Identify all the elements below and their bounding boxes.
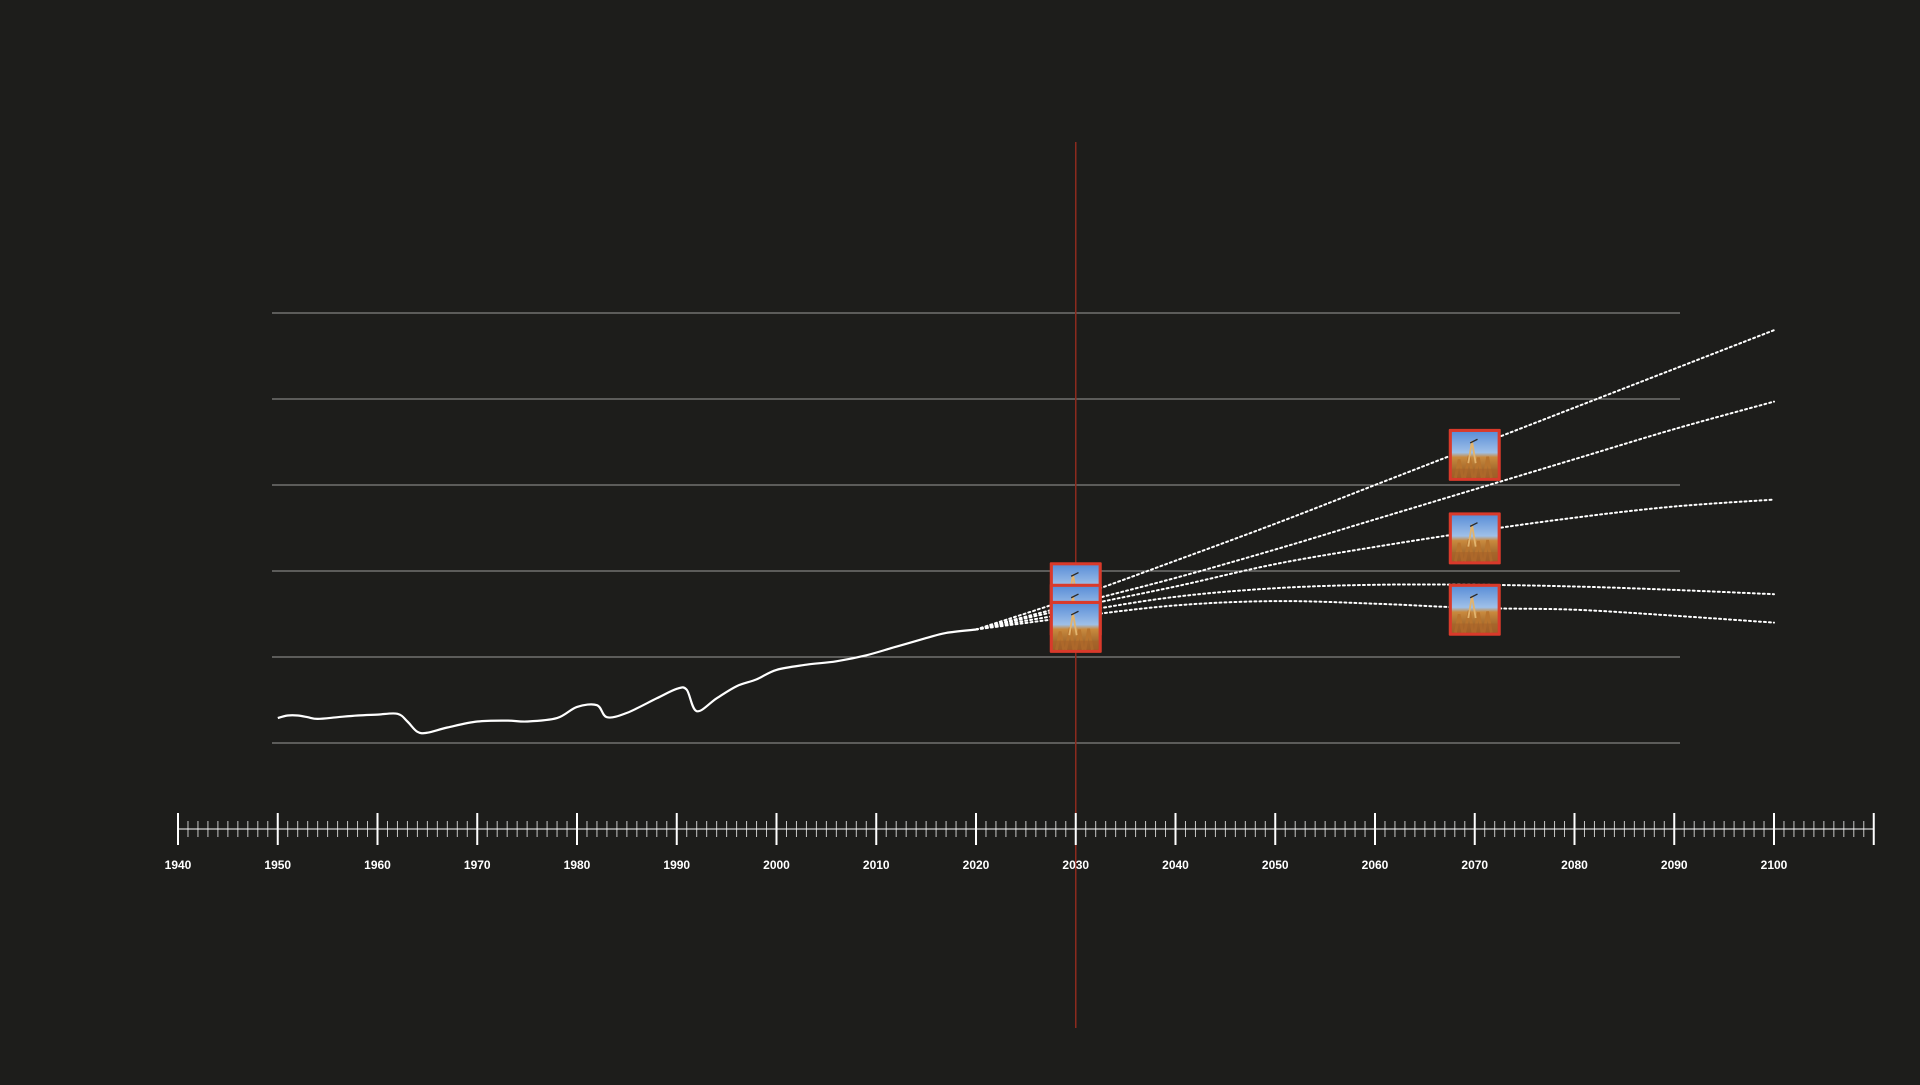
tick-label-2000[interactable]: 2000 (763, 858, 790, 872)
tick-label-2060[interactable]: 2060 (1362, 858, 1389, 872)
tick-label-1950[interactable]: 1950 (264, 858, 291, 872)
tick-label-2080[interactable]: 2080 (1561, 858, 1588, 872)
tick-label-2090[interactable]: 2090 (1661, 858, 1688, 872)
gridlines (272, 312, 1680, 744)
tick-label-1990[interactable]: 1990 (663, 858, 690, 872)
wheat-field-photo-icon (1451, 586, 1498, 633)
scenario-marker-4-wheat-field-photo-icon[interactable] (1448, 428, 1501, 481)
tick-label-1980[interactable]: 1980 (564, 858, 591, 872)
scenario-line-2 (975, 400, 1775, 631)
scenario-markers (1049, 428, 1501, 653)
tick-label-2040[interactable]: 2040 (1162, 858, 1189, 872)
tick-label-2070[interactable]: 2070 (1461, 858, 1488, 872)
scenario-marker-3-wheat-field-photo-icon[interactable] (1049, 600, 1102, 653)
tick-label-2100[interactable]: 2100 (1761, 858, 1788, 872)
wheat-field-photo-icon (1052, 603, 1099, 650)
scenario-line-1 (975, 329, 1775, 631)
scenario-line-3 (975, 498, 1775, 631)
tick-label-1970[interactable]: 1970 (464, 858, 491, 872)
tick-label-1940[interactable]: 1940 (165, 858, 192, 872)
scenario-marker-6-wheat-field-photo-icon[interactable] (1448, 583, 1501, 636)
wheat-field-photo-icon (1451, 431, 1498, 478)
tick-label-2030[interactable]: 2030 (1062, 858, 1089, 872)
historical-line (277, 628, 977, 735)
tick-label-1960[interactable]: 1960 (364, 858, 391, 872)
tick-label-2010[interactable]: 2010 (863, 858, 890, 872)
scenario-series (975, 329, 1775, 631)
scenario-marker-5-wheat-field-photo-icon[interactable] (1448, 512, 1501, 565)
tick-label-2050[interactable]: 2050 (1262, 858, 1289, 872)
tick-label-2020[interactable]: 2020 (963, 858, 990, 872)
wheat-field-photo-icon (1451, 515, 1498, 562)
historical-series (277, 628, 977, 735)
time-axis: 1940 1950 1960 1970 1980 1990 2000 2010 2020 2030… (165, 813, 1875, 872)
